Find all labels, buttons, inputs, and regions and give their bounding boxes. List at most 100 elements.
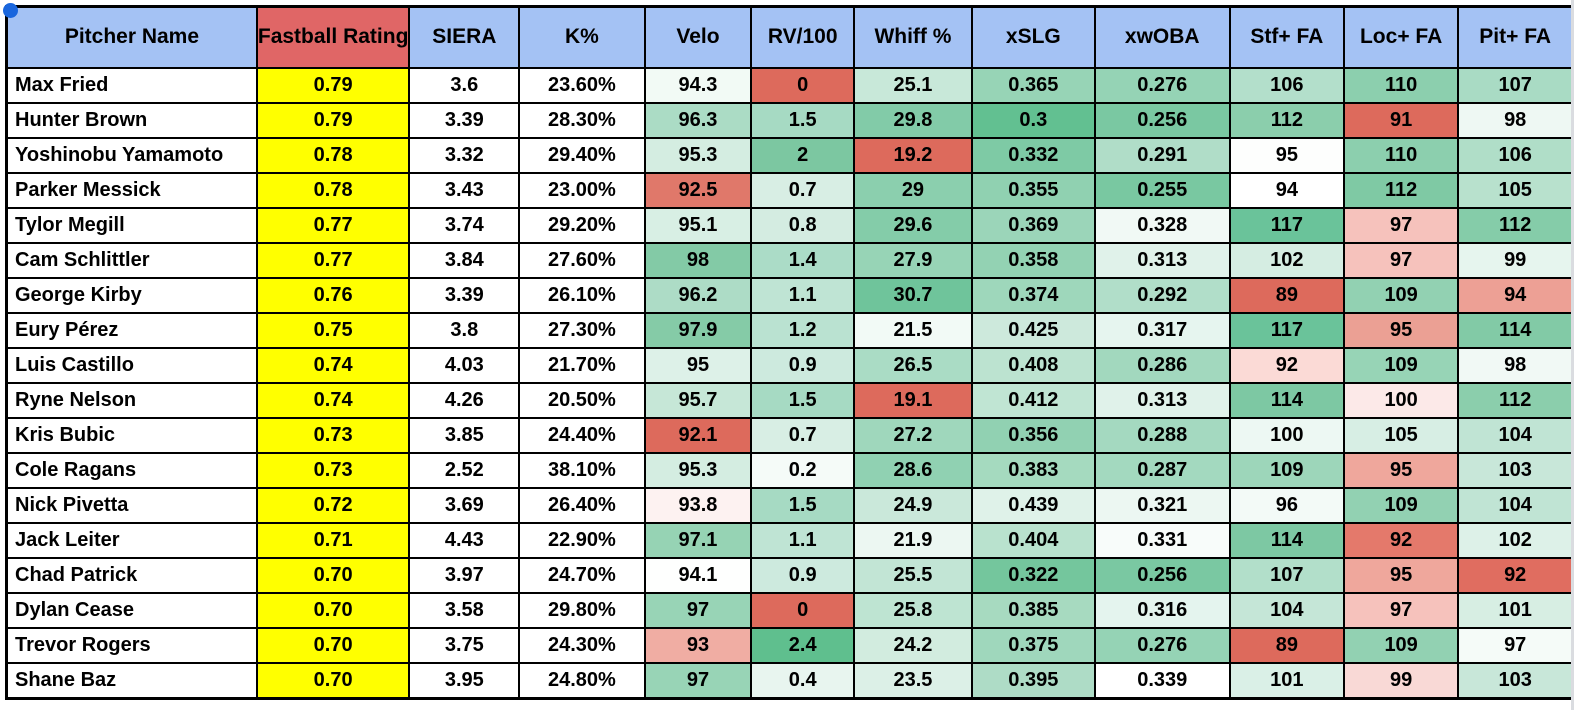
cell-k-pct[interactable]: 23.60% [518,67,646,104]
cell-whiff-pct[interactable]: 21.9 [852,522,973,559]
cell-pit-fa[interactable]: 101 [1457,592,1574,629]
cell-loc-fa[interactable]: 95 [1342,452,1460,489]
cell-name[interactable]: Nick Pivetta [5,487,258,524]
cell-stf-fa[interactable]: 104 [1228,592,1345,629]
cell-pit-fa[interactable]: 94 [1457,277,1574,314]
cell-k-pct[interactable]: 26.10% [518,277,646,314]
cell-xwoba[interactable]: 0.276 [1093,627,1231,664]
cell-velo[interactable]: 94.3 [643,67,753,104]
cell-name[interactable]: Parker Messick [5,172,258,209]
cell-pit-fa[interactable]: 98 [1457,102,1574,139]
cell-xwoba[interactable]: 0.331 [1093,522,1231,559]
cell-loc-fa[interactable]: 110 [1342,137,1460,174]
cell-loc-fa[interactable]: 97 [1342,242,1460,279]
cell-siera[interactable]: 3.95 [408,662,521,700]
cell-name[interactable]: George Kirby [5,277,258,314]
cell-name[interactable]: Luis Castillo [5,347,258,384]
cell-velo[interactable]: 92.1 [643,417,753,454]
cell-k-pct[interactable]: 24.70% [518,557,646,594]
column-header-name[interactable]: Pitcher Name [5,5,258,69]
cell-xslg[interactable]: 0.408 [970,347,1096,384]
cell-stf-fa[interactable]: 101 [1228,662,1345,700]
cell-k-pct[interactable]: 23.00% [518,172,646,209]
cell-loc-fa[interactable]: 109 [1342,277,1460,314]
cell-stf-fa[interactable]: 109 [1228,452,1345,489]
cell-rv100[interactable]: 1.4 [750,242,855,279]
cell-pit-fa[interactable]: 97 [1457,627,1574,664]
cell-fastball-rating[interactable]: 0.70 [255,662,411,700]
cell-whiff-pct[interactable]: 29.6 [852,207,973,244]
cell-whiff-pct[interactable]: 30.7 [852,277,973,314]
cell-whiff-pct[interactable]: 27.9 [852,242,973,279]
cell-rv100[interactable]: 0.2 [750,452,855,489]
column-header-k-pct[interactable]: K% [518,5,646,69]
cell-xslg[interactable]: 0.369 [970,207,1096,244]
cell-fastball-rating[interactable]: 0.78 [255,137,411,174]
cell-xslg[interactable]: 0.356 [970,417,1096,454]
cell-xwoba[interactable]: 0.286 [1093,347,1231,384]
cell-xwoba[interactable]: 0.316 [1093,592,1231,629]
cell-whiff-pct[interactable]: 25.1 [852,67,973,104]
cell-velo[interactable]: 97.9 [643,312,753,349]
cell-loc-fa[interactable]: 109 [1342,487,1460,524]
cell-xslg[interactable]: 0.375 [970,627,1096,664]
cell-fastball-rating[interactable]: 0.75 [255,312,411,349]
cell-siera[interactable]: 3.8 [408,312,521,349]
cell-fastball-rating[interactable]: 0.73 [255,417,411,454]
cell-siera[interactable]: 3.39 [408,277,521,314]
cell-k-pct[interactable]: 29.20% [518,207,646,244]
cell-xslg[interactable]: 0.404 [970,522,1096,559]
cell-xslg[interactable]: 0.355 [970,172,1096,209]
cell-siera[interactable]: 4.26 [408,382,521,419]
cell-siera[interactable]: 2.52 [408,452,521,489]
cell-k-pct[interactable]: 38.10% [518,452,646,489]
column-header-whiff-pct[interactable]: Whiff % [852,5,973,69]
cell-loc-fa[interactable]: 112 [1342,172,1460,209]
cell-pit-fa[interactable]: 104 [1457,417,1574,454]
cell-xwoba[interactable]: 0.313 [1093,382,1231,419]
cell-rv100[interactable]: 0 [750,67,855,104]
column-header-loc-fa[interactable]: Loc+ FA [1342,5,1460,69]
cell-pit-fa[interactable]: 103 [1457,452,1574,489]
cell-stf-fa[interactable]: 107 [1228,557,1345,594]
cell-name[interactable]: Tylor Megill [5,207,258,244]
cell-xwoba[interactable]: 0.321 [1093,487,1231,524]
cell-xslg[interactable]: 0.425 [970,312,1096,349]
cell-rv100[interactable]: 1.1 [750,277,855,314]
cell-fastball-rating[interactable]: 0.77 [255,207,411,244]
cell-siera[interactable]: 3.69 [408,487,521,524]
cell-stf-fa[interactable]: 96 [1228,487,1345,524]
cell-pit-fa[interactable]: 112 [1457,382,1574,419]
cell-rv100[interactable]: 2 [750,137,855,174]
column-header-xwoba[interactable]: xwOBA [1093,5,1231,69]
cell-siera[interactable]: 4.43 [408,522,521,559]
cell-k-pct[interactable]: 27.60% [518,242,646,279]
cell-velo[interactable]: 95.7 [643,382,753,419]
cell-stf-fa[interactable]: 92 [1228,347,1345,384]
column-header-rv100[interactable]: RV/100 [750,5,855,69]
cell-name[interactable]: Kris Bubic [5,417,258,454]
cell-xwoba[interactable]: 0.255 [1093,172,1231,209]
cell-name[interactable]: Cam Schlittler [5,242,258,279]
cell-fastball-rating[interactable]: 0.72 [255,487,411,524]
cell-xslg[interactable]: 0.412 [970,382,1096,419]
cell-xslg[interactable]: 0.383 [970,452,1096,489]
cell-name[interactable]: Dylan Cease [5,592,258,629]
cell-fastball-rating[interactable]: 0.74 [255,347,411,384]
cell-name[interactable]: Jack Leiter [5,522,258,559]
cell-siera[interactable]: 3.85 [408,417,521,454]
cell-rv100[interactable]: 1.1 [750,522,855,559]
cell-whiff-pct[interactable]: 25.8 [852,592,973,629]
cell-fastball-rating[interactable]: 0.70 [255,627,411,664]
cell-fastball-rating[interactable]: 0.77 [255,242,411,279]
cell-loc-fa[interactable]: 95 [1342,557,1460,594]
cell-k-pct[interactable]: 24.30% [518,627,646,664]
cell-pit-fa[interactable]: 92 [1457,557,1574,594]
cell-name[interactable]: Hunter Brown [5,102,258,139]
cell-k-pct[interactable]: 20.50% [518,382,646,419]
cell-xslg[interactable]: 0.374 [970,277,1096,314]
cell-velo[interactable]: 95.3 [643,137,753,174]
cell-whiff-pct[interactable]: 24.9 [852,487,973,524]
cell-pit-fa[interactable]: 104 [1457,487,1574,524]
cell-pit-fa[interactable]: 98 [1457,347,1574,384]
